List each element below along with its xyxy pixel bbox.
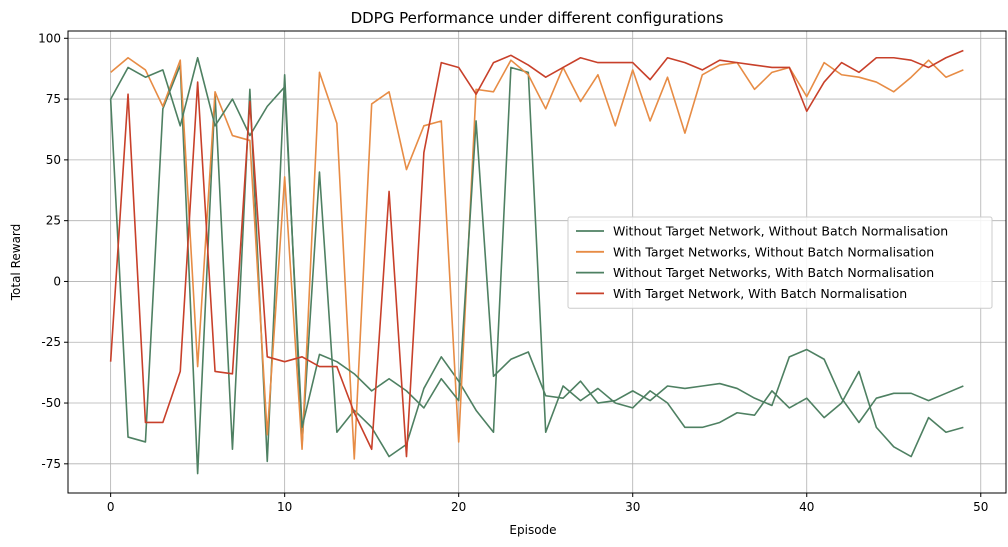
y-tick-label: -50 (41, 396, 61, 410)
legend-box (567, 216, 993, 309)
legend-label: Without Target Networks, With Batch Norm… (613, 265, 934, 280)
series-layer (109, 49, 964, 475)
x-tick-label: 10 (277, 500, 292, 514)
y-tick-label: 25 (46, 214, 61, 228)
series-line-3 (109, 56, 964, 429)
x-tick-label: 50 (973, 500, 988, 514)
y-tick-label: 50 (46, 153, 61, 167)
legend-label: With Target Network, With Batch Normalis… (613, 286, 907, 301)
legend-label: With Target Networks, Without Batch Norm… (613, 244, 934, 259)
series-line-4 (109, 49, 964, 458)
y-tick-label: 75 (46, 92, 61, 106)
y-tick-label: 100 (38, 31, 61, 45)
plot-frame (67, 30, 1007, 494)
series-line-2 (110, 56, 964, 460)
y-tick-label: -75 (41, 457, 61, 471)
chart-title: DDPG Performance under different configu… (351, 9, 724, 27)
y-tick-label: -25 (41, 335, 61, 349)
ticks: 0 10 20 30 40 50 -75 -50 -25 0 25 50 75 100 (38, 31, 988, 514)
x-tick-label: 40 (799, 500, 814, 514)
x-tick-label: 20 (451, 500, 466, 514)
x-axis-title: Episode (509, 523, 556, 537)
x-tick-label: 0 (107, 500, 115, 514)
y-tick-label: 0 (53, 274, 61, 288)
legend: Without Target Network, Without Batch No… (567, 216, 993, 309)
x-tick-label: 30 (625, 500, 640, 514)
y-axis-title: Total Reward (9, 224, 23, 302)
legend-label: Without Target Network, Without Batch No… (613, 224, 948, 239)
